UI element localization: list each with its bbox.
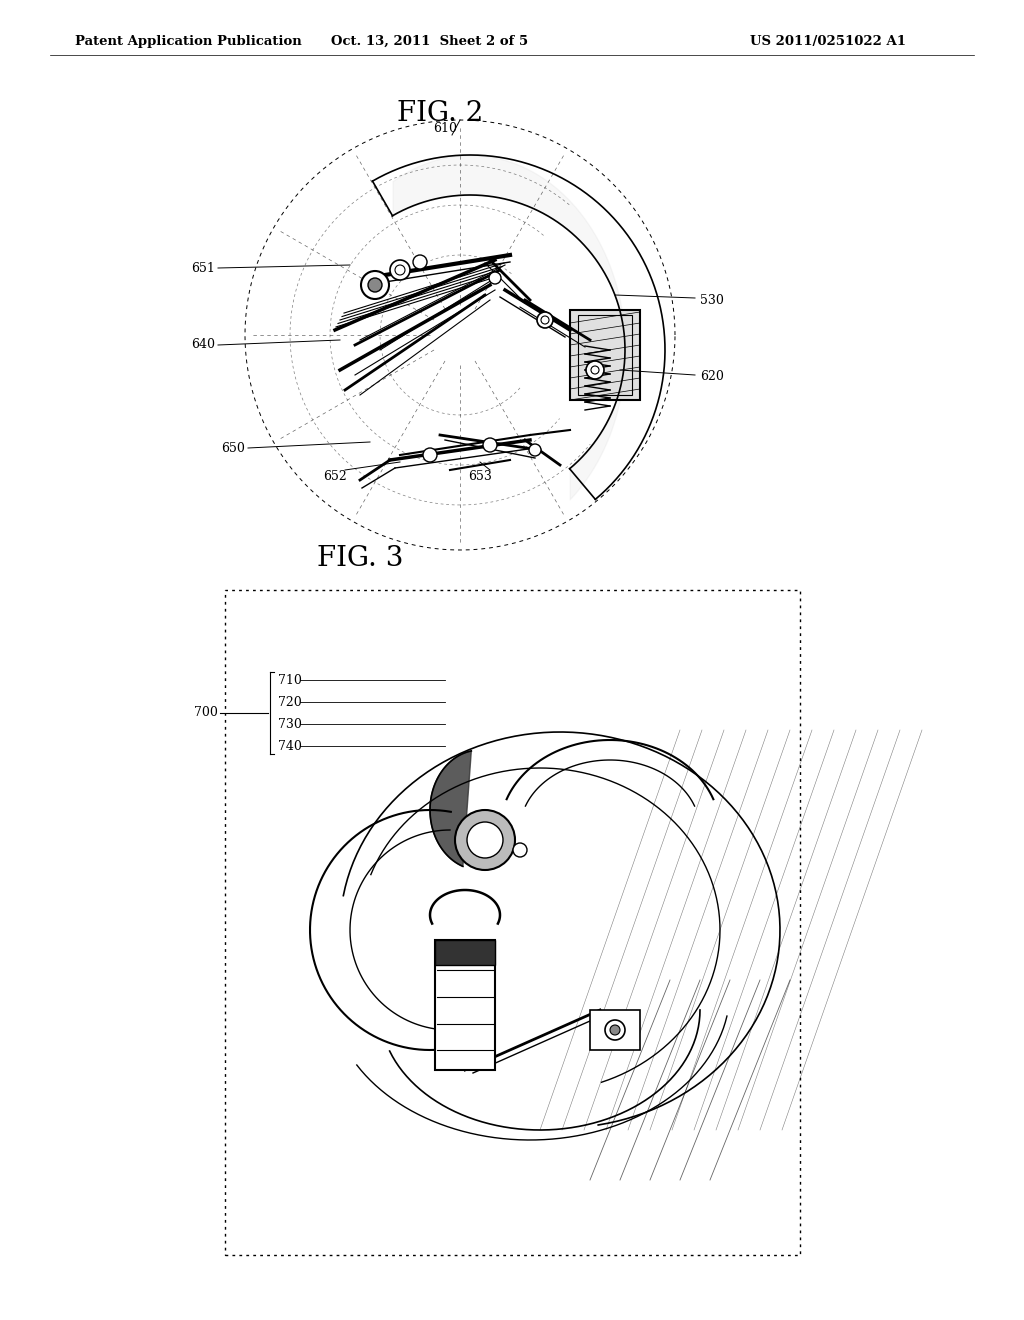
Text: 530: 530 [700,293,724,306]
Circle shape [413,255,427,269]
Text: 610: 610 [433,121,457,135]
Text: Oct. 13, 2011  Sheet 2 of 5: Oct. 13, 2011 Sheet 2 of 5 [332,36,528,48]
Circle shape [605,1020,625,1040]
Bar [435,940,495,965]
Text: Patent Application Publication: Patent Application Publication [75,36,302,48]
Text: 720: 720 [278,696,302,709]
Text: 652: 652 [324,470,347,483]
Circle shape [513,843,527,857]
Bar [225,590,800,1255]
Circle shape [361,271,389,300]
Text: 740: 740 [278,739,302,752]
Text: US 2011/0251022 A1: US 2011/0251022 A1 [750,36,906,48]
Text: 710: 710 [278,673,302,686]
Circle shape [489,272,501,284]
Circle shape [455,810,515,870]
Bar [578,315,632,395]
Text: 730: 730 [278,718,302,730]
Bar [435,940,495,1071]
Bar [590,1010,640,1049]
Circle shape [537,312,553,327]
Text: 700: 700 [195,706,218,719]
Text: FIG. 3: FIG. 3 [316,545,403,572]
Circle shape [368,279,382,292]
Polygon shape [430,751,471,866]
Text: 640: 640 [191,338,215,351]
Circle shape [390,260,410,280]
Circle shape [467,822,503,858]
Text: 653: 653 [468,470,492,483]
Bar [570,310,640,400]
Circle shape [610,1026,620,1035]
Circle shape [586,360,604,379]
Text: 620: 620 [700,371,724,384]
Circle shape [483,438,497,451]
Text: 650: 650 [221,441,245,454]
Circle shape [423,447,437,462]
Text: FIG. 2: FIG. 2 [397,100,483,127]
Circle shape [529,444,541,455]
Text: 651: 651 [191,261,215,275]
